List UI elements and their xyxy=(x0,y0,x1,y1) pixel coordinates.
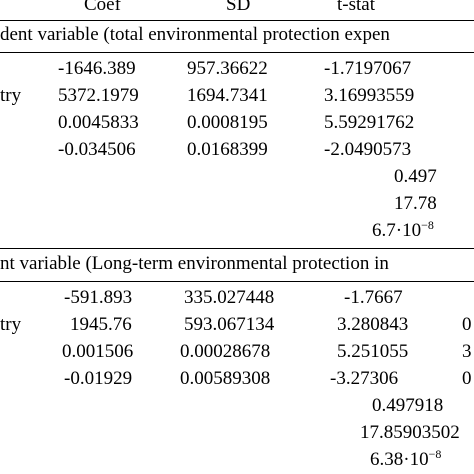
panel2-fstat: 17.85903502 xyxy=(360,422,460,443)
panel-separator-rule xyxy=(0,248,474,249)
panel2-title-rule xyxy=(0,281,474,282)
panel2-extra-3: 0 xyxy=(462,368,472,389)
panel2-coef-2: 1945.76 xyxy=(70,314,132,335)
panel2-r2: 0.497918 xyxy=(372,395,444,416)
panel1-tstat-3: 5.59291762 xyxy=(324,112,415,133)
panel1-coef-3: 0.0045833 xyxy=(58,112,139,133)
panel1-coef-2: 5372.1979 xyxy=(58,85,139,106)
panel1-r2: 0.497 xyxy=(394,166,437,187)
panel2-title: nt variable (Long-term environmental pro… xyxy=(0,253,389,274)
panel1-coef-1: -1646.389 xyxy=(58,58,136,79)
panel2-coef-3: 0.001506 xyxy=(62,341,134,362)
panel2-sd-1: 335.027448 xyxy=(184,287,275,308)
panel1-tstat-1: -1.7197067 xyxy=(324,58,412,79)
panel1-title: dent variable (total environmental prote… xyxy=(0,24,390,45)
panel1-sd-4: 0.0168399 xyxy=(187,139,268,160)
header-coef: Coef xyxy=(84,0,121,15)
panel2-pvalue-exponent: −8 xyxy=(428,447,442,461)
panel2-extra-1: 0 xyxy=(462,314,472,335)
panel1-tstat-2: 3.16993559 xyxy=(324,85,415,106)
panel1-pvalue-base: 6.7·10 xyxy=(372,220,422,241)
panel1-title-rule xyxy=(0,52,474,53)
panel2-sd-4: 0.00589308 xyxy=(180,368,271,389)
panel2-row-label: try xyxy=(0,314,22,335)
panel1-sd-3: 0.0008195 xyxy=(187,112,268,133)
panel1-sd-1: 957.36622 xyxy=(187,58,268,79)
panel2-sd-3: 0.00028678 xyxy=(180,341,271,362)
panel2-coef-4: -0.01929 xyxy=(64,368,133,389)
panel2-extra-2: 3 xyxy=(462,341,472,362)
panel1-row-label: try xyxy=(0,85,22,106)
panel1-fstat: 17.78 xyxy=(394,193,437,214)
panel1-tstat-4: -2.0490573 xyxy=(324,139,412,160)
panel2-tstat-1: -1.7667 xyxy=(344,287,403,308)
panel2-pvalue-base: 6.38·10 xyxy=(370,449,429,470)
panel2-coef-1: -591.893 xyxy=(64,287,133,308)
panel1-pvalue: 6.7·10−8 xyxy=(372,218,434,242)
panel1-sd-2: 1694.7341 xyxy=(187,85,268,106)
panel2-tstat-3: 5.251055 xyxy=(337,341,409,362)
panel2-tstat-4: -3.27306 xyxy=(330,368,399,389)
panel2-tstat-2: 3.280843 xyxy=(337,314,409,335)
panel2-sd-2: 593.067134 xyxy=(184,314,275,335)
panel1-coef-4: -0.034506 xyxy=(58,139,136,160)
header-rule xyxy=(0,20,474,21)
header-tstat: t-stat xyxy=(337,0,375,15)
panel2-pvalue: 6.38·10−8 xyxy=(370,447,442,471)
panel1-pvalue-exponent: −8 xyxy=(421,218,434,232)
header-sd: SD xyxy=(226,0,251,15)
